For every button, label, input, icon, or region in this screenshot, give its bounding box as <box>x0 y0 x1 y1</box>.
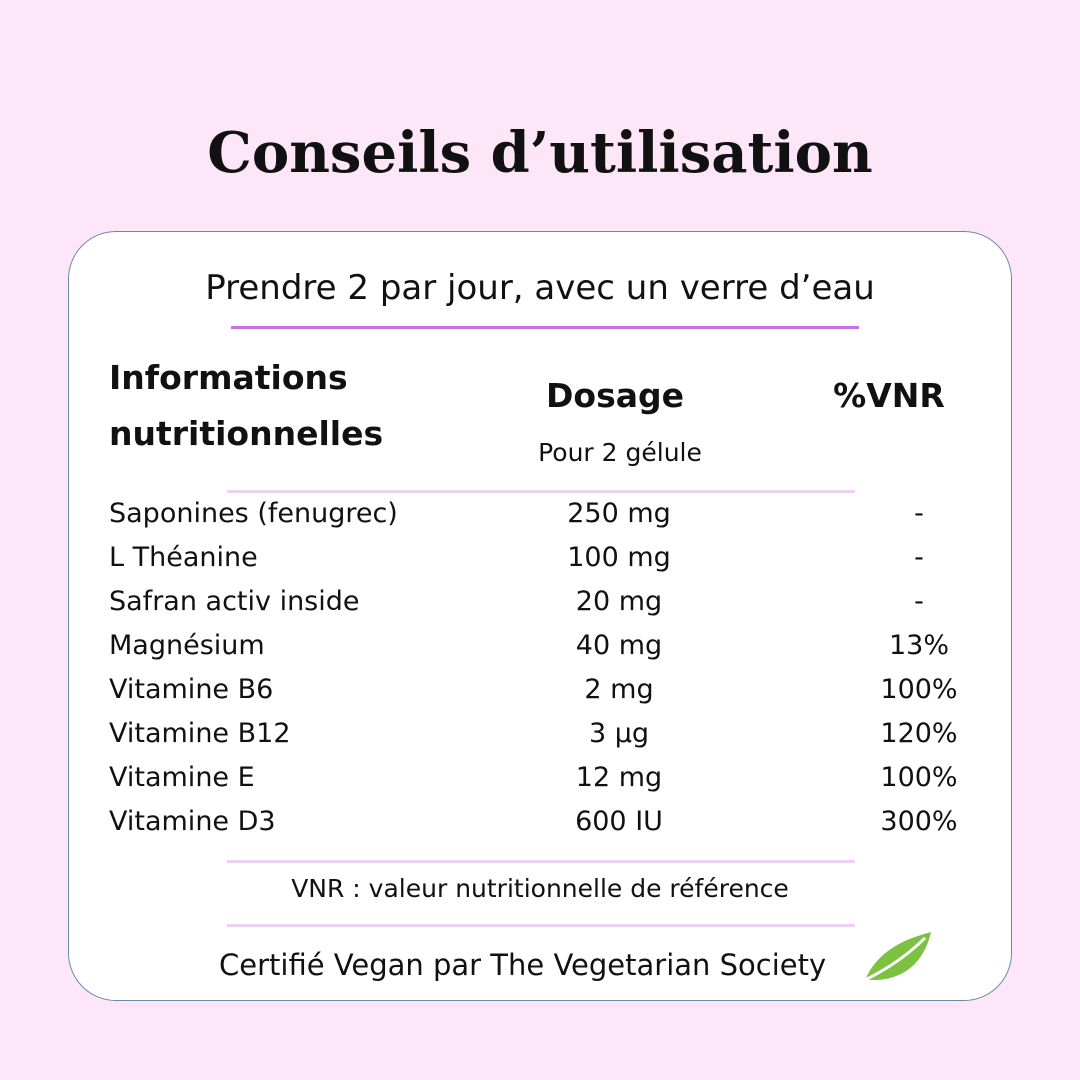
instruction: Prendre 2 par jour, avec un verre d’eau <box>205 268 875 308</box>
card: Prendre 2 par jour, avec un verre d’eau … <box>68 231 1012 1001</box>
table-cell: Vitamine E <box>109 762 255 793</box>
leaf-icon <box>864 932 931 982</box>
table-cell: 600 IU <box>575 806 663 837</box>
header: %VNR <box>833 376 945 415</box>
header: Dosage <box>546 376 684 415</box>
table-row: L Théanine 100 mg - <box>69 542 1011 586</box>
subheader: Pour 2 gélule <box>538 438 702 467</box>
table-cell: Magnésium <box>109 630 265 661</box>
certification: Certifié Vegan par The Vegetarian Societ… <box>219 948 827 982</box>
table-cell: Safran activ inside <box>109 586 360 617</box>
table-cell: 12 mg <box>575 762 663 793</box>
table-row: Magnésium 40 mg 13% <box>69 630 1011 674</box>
table-row: Saponines (fenugrec) 250 mg - <box>69 498 1011 542</box>
divider <box>227 860 855 863</box>
table-row: Vitamine B12 3 µg 120% <box>69 718 1011 762</box>
table-cell: 300% <box>880 806 958 837</box>
table-cell: 120% <box>880 718 958 749</box>
table-cell: - <box>914 542 924 573</box>
table-cell: Saponines (fenugrec) <box>109 498 398 529</box>
table-cell: - <box>914 498 924 529</box>
table-cell: 40 mg <box>575 630 663 661</box>
note: VNR : valeur nutritionnelle de référence <box>291 874 789 903</box>
table-cell: L Théanine <box>109 542 258 573</box>
divider <box>231 326 859 329</box>
divider <box>227 924 855 927</box>
table-cell: 3 µg <box>588 718 650 749</box>
table-cell: - <box>914 586 924 617</box>
table-row: Safran activ inside 20 mg - <box>69 586 1011 630</box>
table-cell: 250 mg <box>567 498 671 529</box>
table-cell: Vitamine B6 <box>109 674 274 705</box>
table-cell: 100 mg <box>567 542 671 573</box>
table-cell: 100% <box>880 674 958 705</box>
table-cell: 20 mg <box>575 586 663 617</box>
title: Conseils d’utilisation <box>207 120 873 186</box>
table-cell: Vitamine D3 <box>109 806 276 837</box>
table-row: Vitamine B6 2 mg 100% <box>69 674 1011 718</box>
table-cell: 2 mg <box>584 674 654 705</box>
table-row: Vitamine D3 600 IU 300% <box>69 806 1011 850</box>
table-row: Vitamine E 12 mg 100% <box>69 762 1011 806</box>
table-cell: 100% <box>880 762 958 793</box>
table-cell: Vitamine B12 <box>109 718 291 749</box>
header: Informations nutritionnelles <box>109 358 384 453</box>
table-cell: 13% <box>888 630 949 661</box>
divider <box>227 490 855 493</box>
